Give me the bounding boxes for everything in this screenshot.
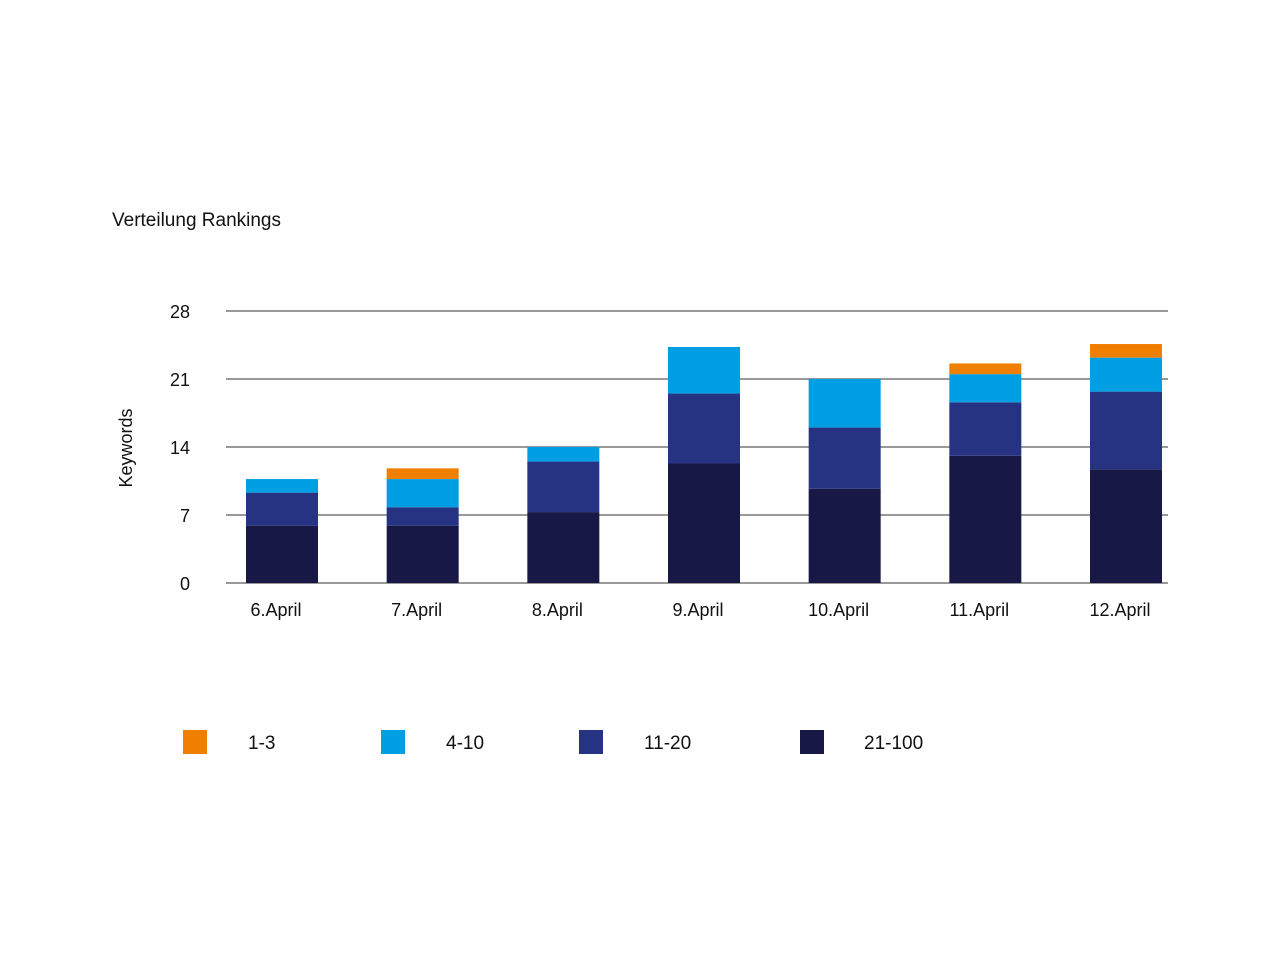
legend-swatch [800, 730, 824, 754]
bar-segment-11-20 [668, 393, 740, 464]
bar-segment-1-3 [949, 363, 1022, 375]
x-tick-label: 11.April [949, 600, 1009, 620]
bar-segment-21-100 [808, 488, 881, 583]
y-tick-label: 28 [170, 302, 190, 322]
x-tick-label: 8.April [532, 600, 583, 620]
x-tick-label: 9.April [672, 600, 723, 620]
y-tick-label: 7 [180, 506, 190, 526]
bar-segment-4-10 [668, 346, 740, 394]
bar-segment-4-10 [1090, 357, 1162, 392]
legend-label: 4-10 [446, 733, 485, 754]
y-tick-label: 0 [180, 574, 190, 594]
bar-segment-11-20 [246, 492, 318, 526]
y-tick-label: 14 [170, 438, 190, 458]
legend-swatch [183, 730, 207, 754]
legend-label: 21-100 [864, 733, 924, 754]
legend-swatch [381, 730, 405, 754]
legend-label: 11-20 [644, 733, 692, 754]
legend-swatch [579, 730, 603, 754]
x-tick-label: 12.April [1089, 600, 1150, 620]
bar-segment-11-20 [1090, 391, 1162, 470]
x-tick-label: 6.April [250, 600, 301, 620]
bar-segment-21-100 [668, 463, 740, 583]
bar-segment-21-100 [386, 525, 459, 583]
legend: 1-3 4-10 11-20 21-100 [0, 730, 1280, 760]
bar-segment-1-3 [1090, 344, 1162, 358]
legend-label: 1-3 [248, 733, 276, 754]
bar-segment-21-100 [246, 525, 318, 583]
x-tick-label: 7.April [391, 600, 442, 620]
bar-segment-4-10 [246, 479, 318, 493]
bar-segment-11-20 [386, 507, 459, 526]
bar-segment-11-20 [808, 427, 881, 489]
bar-segment-4-10 [386, 479, 459, 508]
bar-segment-11-20 [949, 402, 1022, 456]
bar-segment-1-3 [386, 468, 459, 480]
bar-segment-4-10 [949, 374, 1022, 403]
x-tick-label: 10.April [808, 600, 869, 620]
y-tick-label: 21 [170, 370, 190, 390]
chart-title: Verteilung Rankings [112, 210, 281, 231]
bar-segment-11-20 [527, 461, 600, 513]
bar-segment-21-100 [949, 455, 1022, 583]
bar-segment-4-10 [808, 379, 881, 428]
bar-segment-4-10 [527, 447, 600, 462]
bar-segment-21-100 [1090, 469, 1162, 583]
bar-segment-21-100 [527, 512, 600, 583]
y-axis-label: Keywords [116, 408, 136, 487]
